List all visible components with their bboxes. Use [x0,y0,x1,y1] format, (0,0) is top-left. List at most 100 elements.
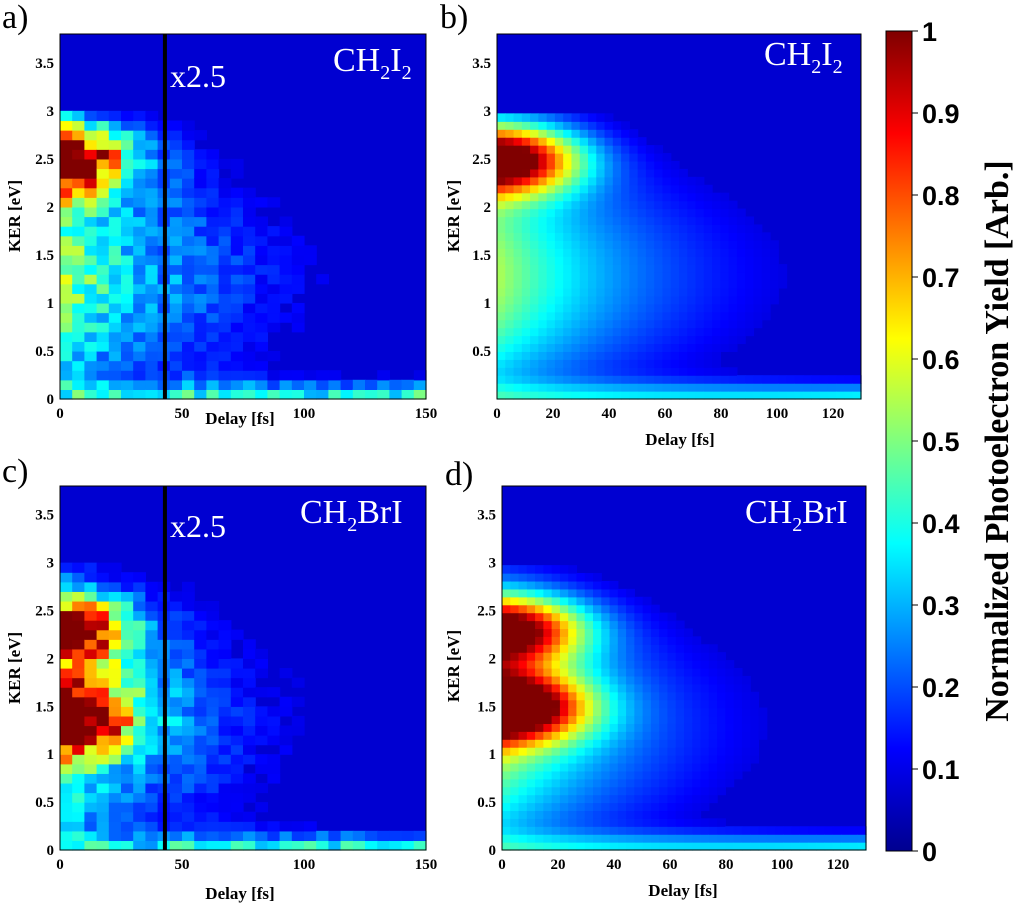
heatmap-cell [145,206,159,218]
heatmap-cell [84,120,98,131]
heatmap-cell [617,770,627,780]
heatmap-cell [194,677,207,688]
heatmap-cell [194,216,207,227]
heatmap-cell [579,311,589,321]
y-tick-label: 2.5 [35,152,54,168]
heatmap-cell [563,367,573,376]
heatmap-cell [182,763,195,774]
x-tick-label: 0 [493,406,501,422]
heatmap-cell [576,715,586,724]
heatmap-cell [612,319,622,329]
heatmap-cell [546,287,556,297]
heatmap-cell [728,224,738,233]
heatmap-cell [637,224,647,233]
heatmap-cell [96,130,110,141]
heatmap-cell [675,644,685,653]
heatmap-cell [546,192,556,202]
heatmap-cell [535,596,544,606]
heatmap-cell [133,226,146,237]
heatmap-cell [750,755,760,764]
heatmap-cell [692,810,702,819]
heatmap-cell [588,383,597,392]
heatmap-cell [687,184,697,194]
heatmap-cell [121,830,134,842]
heatmap-cell [650,652,660,661]
heatmap-cell [72,350,85,362]
heatmap-cell [84,706,98,717]
heatmap-cell [543,644,553,653]
heatmap-cell [510,802,520,812]
heatmap-cell [604,311,614,321]
heatmap-cell [645,160,655,170]
heatmap-cell [182,744,195,755]
heatmap-cell [708,715,718,724]
heatmap-cell [692,691,702,701]
heatmap-cell [659,699,669,709]
heatmap-cell [662,160,672,170]
heatmap-cell [576,596,586,606]
heatmap-cell [267,735,281,746]
heatmap-cell [629,343,639,352]
heatmap-cell [521,145,531,154]
heatmap-cell [717,739,726,748]
heatmap-cell [712,391,721,400]
heatmap-cell [72,840,85,851]
heatmap-cell [535,802,544,812]
heatmap-cell [96,322,110,333]
heatmap-cell [675,699,685,709]
heatmap-cell [194,744,207,755]
heatmap-cell [546,303,556,313]
heatmap-cell [703,192,713,202]
heatmap-cell [513,319,523,329]
heatmap-cell [637,264,647,273]
heatmap-cell [703,375,713,384]
heatmap-cell [538,287,548,297]
heatmap-cell [695,216,705,226]
heatmap-cell [145,696,159,707]
heatmap-cell [182,197,195,208]
heatmap-cell [654,327,664,337]
heatmap-cell [642,739,652,748]
heatmap-cell [662,279,672,289]
heatmap-cell [588,240,597,249]
heatmap-cell [206,802,220,813]
heatmap-cell [243,197,256,208]
heatmap-cell [194,706,207,717]
heatmap-cell [518,675,528,685]
heatmap-cell [588,295,597,305]
heatmap-cell [662,200,672,210]
heatmap-cell [604,256,614,265]
heatmap-cell [753,232,763,241]
heatmap-cell [230,216,244,227]
heatmap-cell [169,610,183,621]
x-tick-label: 80 [714,406,729,422]
heatmap-cell [121,149,134,160]
heatmap-cell [650,612,660,622]
heatmap-cell [551,652,561,661]
heatmap-cell [60,821,73,832]
heatmap-cell [750,691,760,701]
heatmap-cell [733,762,743,772]
heatmap-cell [133,715,146,727]
heatmap-cell [108,120,122,131]
heatmap-cell [502,826,511,835]
heatmap-cell [535,834,544,843]
heatmap-cell [60,360,73,371]
heatmap-cell [559,778,569,788]
heatmap-cell [218,696,232,707]
heatmap-cell [816,834,826,843]
heatmap-cell [857,834,867,843]
panel-d-molecule-label: CH2BrI [745,494,848,536]
heatmap-cell [502,660,511,669]
heatmap-cell [169,274,183,285]
heatmap-cell [194,754,207,765]
heatmap-cell [728,232,738,241]
heatmap-cell [84,139,98,150]
heatmap-cell [703,272,713,281]
heatmap-cell [538,129,548,138]
heatmap-cell [497,113,506,122]
heatmap-cell [108,226,122,237]
heatmap-cell [316,379,329,390]
heatmap-cell [145,293,159,304]
heatmap-cell [695,287,705,297]
